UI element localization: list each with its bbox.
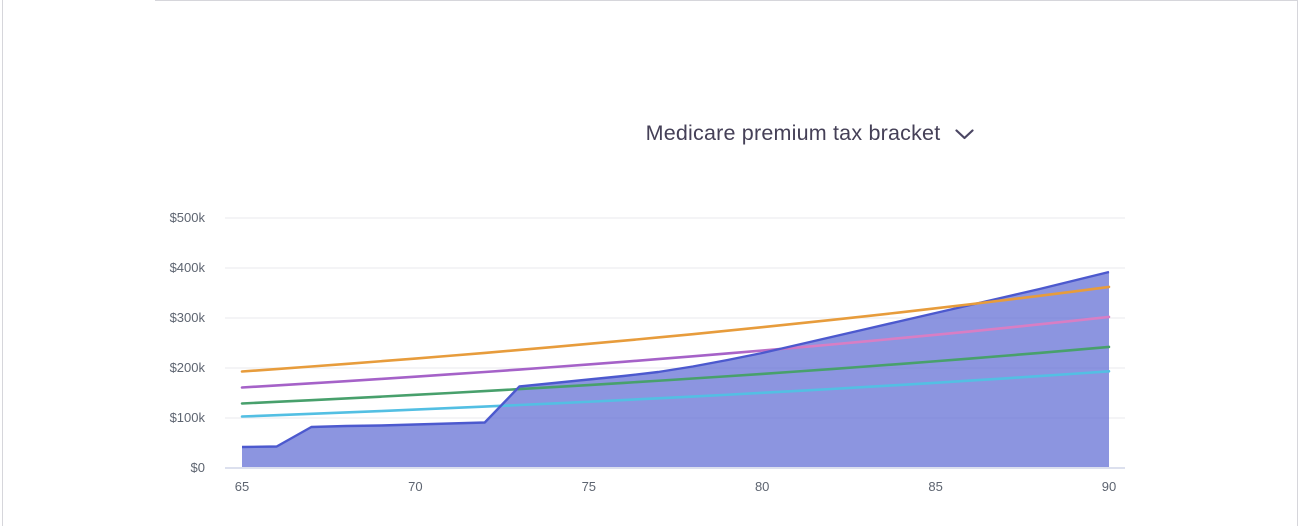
panel-top-border (155, 0, 1297, 1)
x-axis-label: 70 (408, 479, 423, 494)
y-axis-label: $200k (169, 360, 205, 375)
medicare-bracket-4-line (240, 285, 1111, 373)
medicare-bracket-1-line (240, 370, 1111, 418)
panel-left-border (2, 0, 3, 526)
y-axis-label: $300k (169, 310, 205, 325)
y-axis-label: $400k (169, 260, 205, 275)
income-area-edge (241, 270, 1110, 449)
y-axis-label: $100k (169, 410, 205, 425)
x-axis-label: 85 (928, 479, 943, 494)
x-axis-label: 80 (754, 479, 770, 494)
x-axis-label: 65 (234, 479, 250, 494)
chart-title: Medicare premium tax bracket (645, 120, 941, 145)
medicare-bracket-2-line (240, 345, 1111, 405)
medicare-bracket-3-line (240, 315, 1111, 389)
y-axis-label: $0 (190, 460, 205, 475)
chevron-down-icon (955, 129, 974, 140)
y-axis-label: $500k (169, 210, 205, 225)
x-axis-label: 75 (581, 479, 597, 494)
chart-type-dropdown[interactable]: Medicare premium tax bracket (500, 116, 1120, 150)
panel-right-border (1297, 0, 1298, 526)
x-axis-label: 90 (1101, 479, 1117, 494)
